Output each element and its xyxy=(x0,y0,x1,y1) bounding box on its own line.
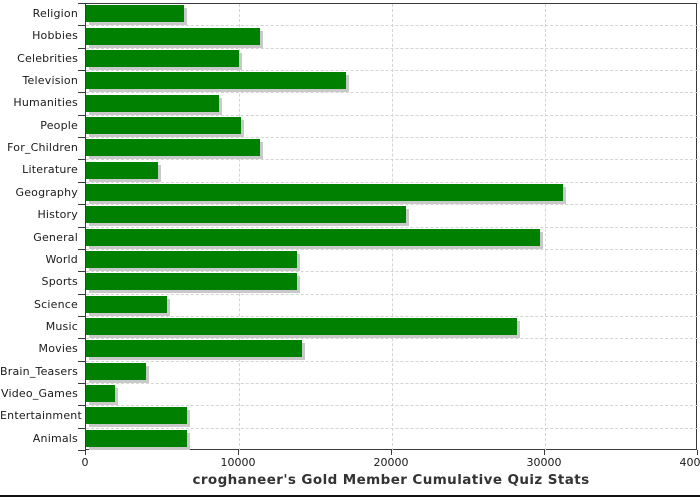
y-axis-tick xyxy=(78,182,85,183)
x-label-40000: 40000 xyxy=(679,456,700,469)
bar-geography xyxy=(86,183,563,201)
x-label-30000: 30000 xyxy=(526,456,562,469)
bar-television xyxy=(86,72,346,90)
y-axis-tick xyxy=(78,115,85,116)
bar-general xyxy=(86,228,540,246)
y-axis-tick xyxy=(78,405,85,406)
y-axis-tick xyxy=(78,338,85,339)
bar-people xyxy=(86,116,241,134)
bar-movies xyxy=(86,340,302,358)
vertical-gridline xyxy=(392,4,393,451)
y-label-animals: Animals xyxy=(32,431,78,445)
y-axis-tick xyxy=(78,3,85,4)
y-axis-tick xyxy=(78,204,85,205)
bar-science xyxy=(86,295,167,313)
y-axis-tick xyxy=(78,249,85,250)
y-label-world: World xyxy=(45,252,78,266)
bar-entertainment xyxy=(86,407,187,425)
y-label-history: History xyxy=(37,208,78,222)
chart-title: croghaneer's Gold Member Cumulative Quiz… xyxy=(192,472,590,488)
bar-for_children xyxy=(86,139,260,157)
y-label-people: People xyxy=(40,118,78,132)
y-axis-tick xyxy=(78,294,85,295)
bar-history xyxy=(86,206,406,224)
y-axis-tick xyxy=(78,316,85,317)
y-axis-tick xyxy=(78,48,85,49)
y-label-religion: Religion xyxy=(32,7,78,20)
y-axis-tick xyxy=(78,383,85,384)
bar-video_games xyxy=(86,385,115,403)
y-axis-tick xyxy=(78,450,85,451)
y-axis-tick xyxy=(78,92,85,93)
y-label-video_games: Video_Games xyxy=(1,386,78,400)
x-axis-tick xyxy=(391,450,392,455)
x-axis-tick xyxy=(697,450,698,455)
bar-celebrities xyxy=(86,49,239,67)
bar-sports xyxy=(86,273,297,291)
bar-humanities xyxy=(86,94,219,112)
plot-area xyxy=(85,3,698,451)
y-label-geography: Geography xyxy=(15,185,78,199)
y-axis-tick xyxy=(78,361,85,362)
y-label-movies: Movies xyxy=(38,342,78,356)
vertical-gridline xyxy=(545,4,546,451)
bar-music xyxy=(86,318,517,336)
bar-religion xyxy=(86,5,184,23)
y-label-general: General xyxy=(33,230,78,244)
x-label-0: 0 xyxy=(81,456,89,469)
y-label-celebrities: Celebrities xyxy=(17,51,78,65)
y-axis-tick xyxy=(78,227,85,228)
y-axis-tick xyxy=(78,428,85,429)
y-axis-tick xyxy=(78,25,85,26)
vertical-gridline xyxy=(239,4,240,451)
y-axis-tick xyxy=(78,70,85,71)
y-axis-tick xyxy=(78,137,85,138)
y-label-literature: Literature xyxy=(22,163,78,177)
y-label-entertainment: Entertainment xyxy=(0,409,82,423)
y-label-science: Science xyxy=(33,297,78,311)
bar-literature xyxy=(86,161,158,179)
y-label-hobbies: Hobbies xyxy=(32,29,78,43)
bar-world xyxy=(86,251,297,269)
bar-animals xyxy=(86,429,187,447)
y-label-brain_teasers: Brain_Teasers xyxy=(0,364,79,378)
y-label-music: Music xyxy=(45,319,78,333)
x-axis-tick xyxy=(85,450,86,455)
y-label-sports: Sports xyxy=(41,275,78,289)
x-label-20000: 20000 xyxy=(373,456,409,469)
y-axis-tick xyxy=(78,271,85,272)
y-label-television: Television xyxy=(22,74,78,88)
x-label-10000: 10000 xyxy=(220,456,256,469)
y-label-for_children: For_Children xyxy=(7,141,78,155)
bottom-border-rule xyxy=(0,495,700,497)
bar-brain_teasers xyxy=(86,362,146,380)
x-axis-tick xyxy=(238,450,239,455)
y-axis-tick xyxy=(78,159,85,160)
bar-hobbies xyxy=(86,27,260,45)
y-label-humanities: Humanities xyxy=(13,96,78,110)
x-axis-tick xyxy=(544,450,545,455)
